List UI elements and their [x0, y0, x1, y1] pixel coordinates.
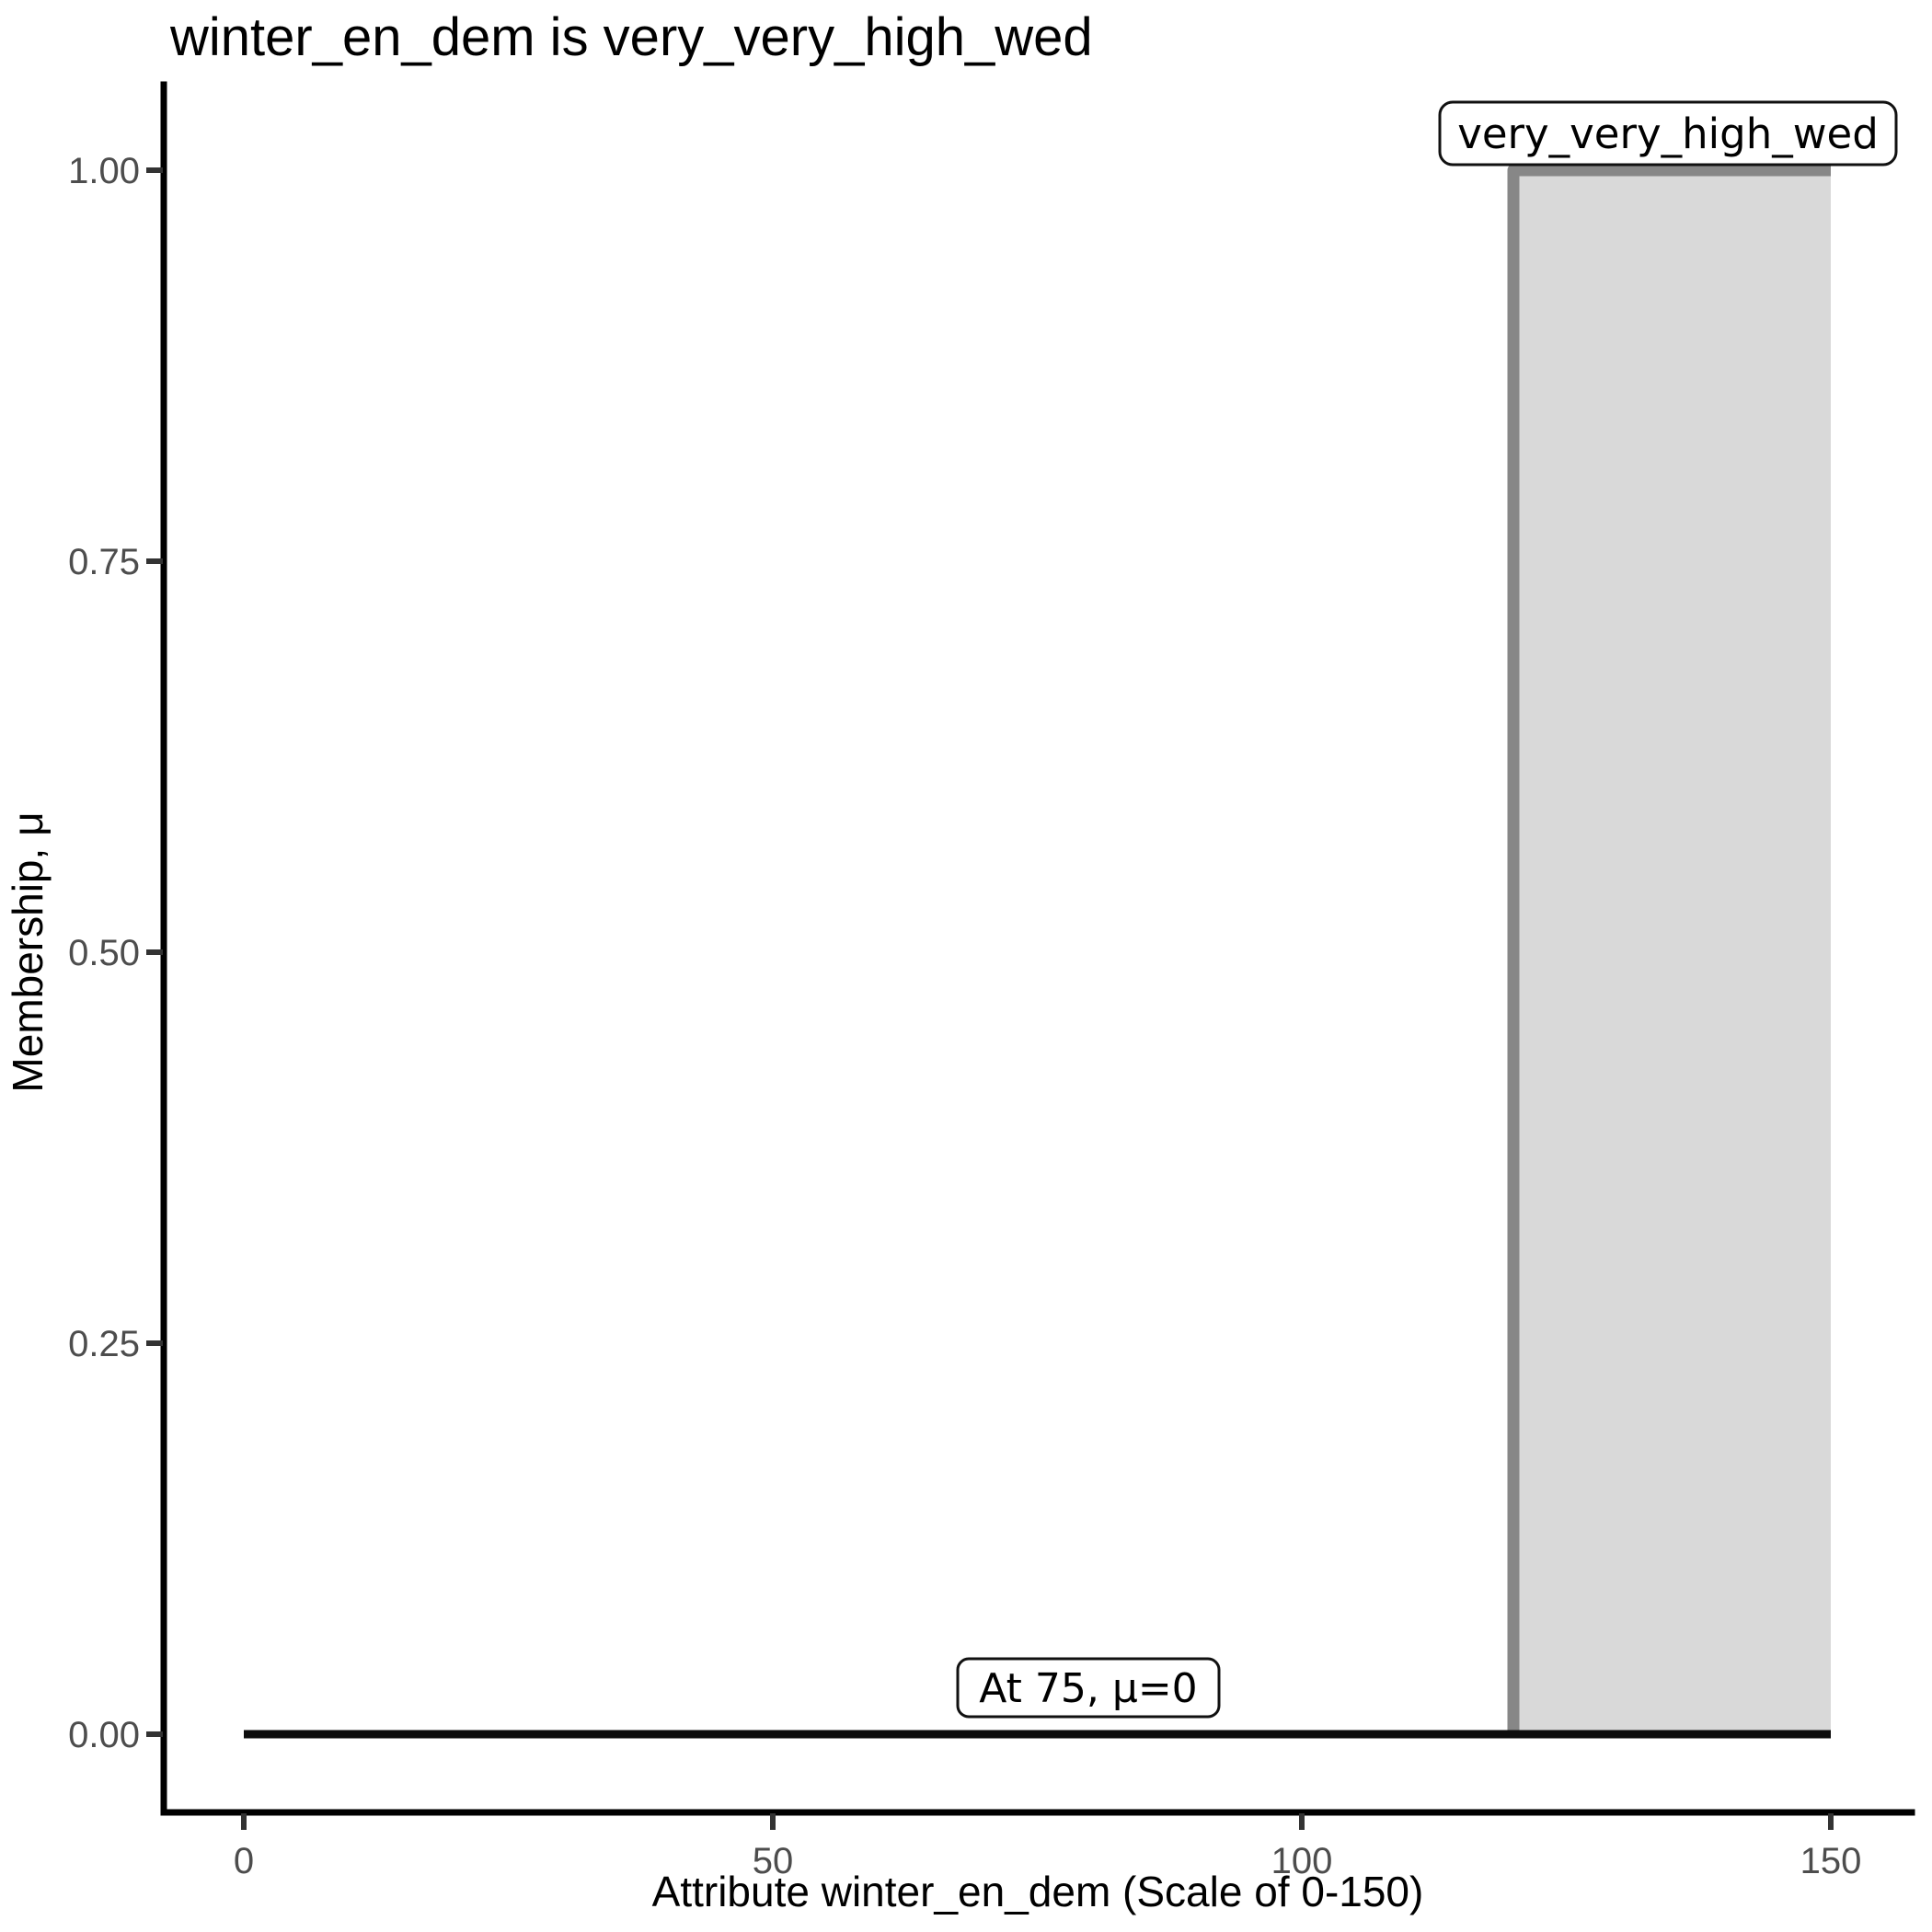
annotation-box — [1438, 100, 1898, 167]
x-tick-label: 0 — [234, 1841, 254, 1881]
annotation-label: very_very_high_wed — [1457, 109, 1879, 158]
annotation-box — [956, 1657, 1221, 1719]
axis-lines — [160, 81, 1915, 1816]
annotation-membership-value: At 75, μ=0 — [956, 1657, 1221, 1719]
x-axis-labels: 0 50 100 150 — [234, 1841, 1862, 1881]
y-axis-ticks — [146, 167, 163, 1737]
x-tick-label: 150 — [1800, 1841, 1862, 1881]
chart-title: winter_en_dem is very_very_high_wed — [169, 7, 1093, 67]
x-tick-label: 50 — [753, 1841, 794, 1881]
x-axis-title: Attribute winter_en_dem (Scale of 0-150) — [652, 1868, 1424, 1915]
y-tick-label: 0.25 — [68, 1324, 140, 1364]
y-tick-label: 0.75 — [68, 542, 140, 582]
y-tick-label: 0.50 — [68, 933, 140, 973]
y-tick-label: 1.00 — [68, 151, 140, 191]
y-axis-title: Membership, μ — [4, 811, 52, 1092]
series-layer — [244, 164, 1831, 1739]
fuzzy-set-very_very_high_wed-line — [1507, 164, 1831, 1734]
y-axis-labels: 1.00 0.75 0.50 0.25 0.00 — [68, 151, 140, 1755]
annotation-label: At 75, μ=0 — [979, 1665, 1197, 1712]
fuzzy-set-very_very_high_wed-area — [1513, 170, 1831, 1734]
y-tick-label: 0.00 — [68, 1715, 140, 1755]
annotation-set-name: very_very_high_wed — [1438, 100, 1898, 167]
x-axis-ticks — [241, 1813, 1834, 1830]
x-tick-label: 100 — [1271, 1841, 1333, 1881]
